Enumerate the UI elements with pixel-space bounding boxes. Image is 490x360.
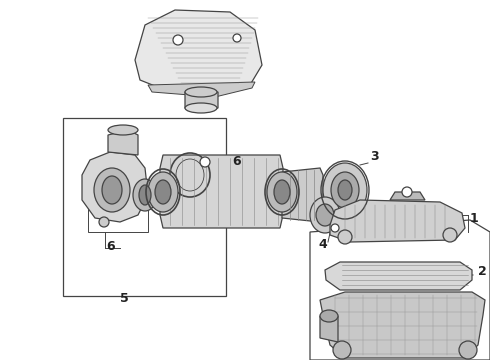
Text: 1: 1 [470, 212, 479, 225]
Text: 5: 5 [120, 292, 129, 305]
Circle shape [333, 341, 351, 359]
Text: 3: 3 [370, 150, 379, 163]
Circle shape [331, 224, 339, 232]
Ellipse shape [338, 180, 352, 200]
Ellipse shape [155, 180, 171, 204]
Circle shape [443, 228, 457, 242]
Polygon shape [135, 10, 262, 92]
Ellipse shape [323, 163, 367, 217]
Polygon shape [320, 316, 338, 342]
Circle shape [200, 157, 210, 167]
Polygon shape [160, 155, 283, 228]
Ellipse shape [316, 204, 334, 226]
Ellipse shape [331, 172, 359, 208]
Ellipse shape [320, 310, 338, 322]
Ellipse shape [108, 125, 138, 135]
Ellipse shape [148, 172, 178, 212]
Polygon shape [325, 262, 472, 290]
Text: 6: 6 [106, 240, 115, 253]
Bar [63, 118, 226, 296]
Text: 2: 2 [478, 265, 487, 278]
Circle shape [459, 341, 477, 359]
Ellipse shape [274, 180, 290, 204]
Circle shape [233, 34, 241, 42]
Polygon shape [148, 82, 255, 97]
Ellipse shape [310, 197, 340, 233]
Ellipse shape [185, 103, 217, 113]
Polygon shape [185, 92, 218, 112]
Polygon shape [320, 292, 485, 358]
Ellipse shape [102, 176, 122, 204]
Ellipse shape [267, 172, 297, 212]
Polygon shape [108, 130, 138, 155]
Ellipse shape [185, 87, 217, 97]
Circle shape [338, 230, 352, 244]
Polygon shape [82, 152, 148, 222]
Text: 6: 6 [232, 155, 241, 168]
Circle shape [173, 35, 183, 45]
Polygon shape [282, 168, 323, 222]
Ellipse shape [133, 179, 157, 211]
Ellipse shape [94, 168, 130, 212]
Text: 4: 4 [318, 238, 327, 251]
Polygon shape [390, 192, 425, 200]
Circle shape [402, 187, 412, 197]
Circle shape [99, 217, 109, 227]
Polygon shape [330, 200, 465, 242]
Ellipse shape [139, 185, 151, 205]
